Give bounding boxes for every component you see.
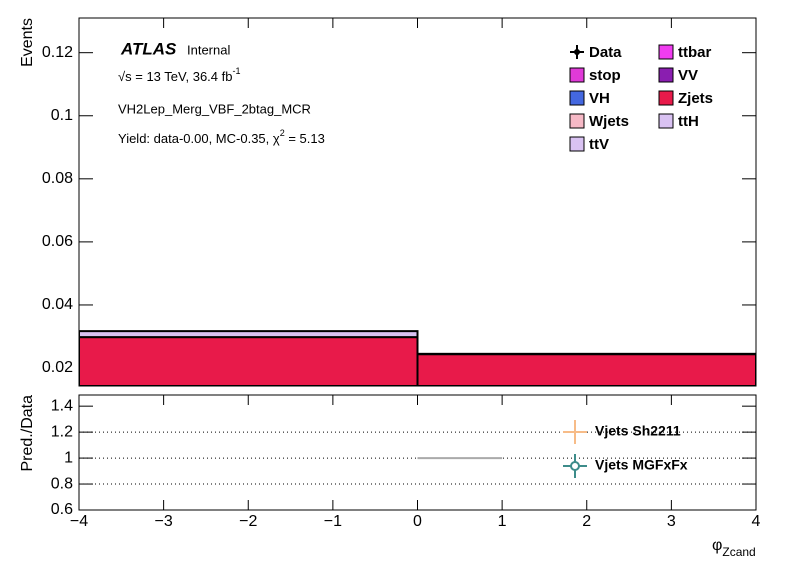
yield-sup: 2	[280, 128, 285, 138]
energy-label: √s = 13 TeV, 36.4 fb-1	[118, 66, 241, 84]
energy-sup: -1	[232, 66, 240, 76]
legend-label: VH	[589, 90, 610, 107]
status: Internal	[187, 42, 230, 57]
y-tick-label: 0.04	[42, 296, 73, 313]
y-tick-label: 0.02	[42, 359, 73, 376]
legend-swatch	[569, 90, 585, 106]
legend-label: VV	[678, 67, 698, 84]
legend-label: ttV	[589, 136, 609, 153]
y-axis-label: Events	[19, 18, 36, 67]
y-tick-label: 1	[64, 449, 73, 466]
yield-label: Yield: data-0.00, MC-0.35, χ2 = 5.13	[118, 128, 325, 146]
y-tick-label: 1.4	[51, 397, 73, 414]
legend-swatch	[569, 67, 585, 83]
y-tick-label: 0.06	[42, 233, 73, 250]
x-tick-label: −4	[70, 513, 88, 530]
y-tick-label: 0.08	[42, 170, 73, 187]
legend-swatch	[569, 113, 585, 129]
energy-text: √s = 13 TeV, 36.4 fb	[118, 69, 232, 84]
x-tick-label: −1	[324, 513, 342, 530]
legend-label: Zjets	[678, 90, 713, 107]
yield-tail: = 5.13	[285, 131, 325, 146]
y-tick-label: 1.2	[51, 423, 73, 440]
stack-bar	[416, 353, 756, 386]
frame	[78, 17, 757, 387]
legend-label: Vjets Sh2211	[595, 423, 681, 439]
x-label-text: φ	[712, 537, 722, 554]
x-tick-label: −3	[155, 513, 173, 530]
x-tick-label: 3	[667, 513, 676, 530]
legend-swatch	[658, 90, 674, 106]
legend-marker	[574, 49, 580, 55]
x-tick-label: 0	[413, 513, 422, 530]
legend-label: stop	[589, 67, 621, 84]
stack-bar	[79, 336, 419, 386]
legend-marker	[570, 461, 580, 471]
x-axis-label: φZcand	[712, 537, 756, 559]
x-tick-label: 1	[498, 513, 507, 530]
y-tick-label: 0.8	[51, 475, 73, 492]
frame	[78, 394, 757, 511]
plot-area	[79, 330, 756, 386]
x-tick-label: −2	[239, 513, 257, 530]
y-tick-label: 0.1	[51, 107, 73, 124]
legend-label: Wjets	[589, 113, 629, 130]
legend-swatch	[658, 44, 674, 60]
legend-label: Data	[589, 44, 622, 61]
legend-swatch	[658, 113, 674, 129]
x-tick-label: 2	[582, 513, 591, 530]
legend-swatch	[569, 136, 585, 152]
legend-label: ttH	[678, 113, 699, 130]
x-label-sub: Zcand	[722, 545, 755, 559]
region-label: VH2Lep_Merg_VBF_2btag_MCR	[118, 101, 311, 116]
legend-label: Vjets MGFxFx	[595, 457, 688, 473]
ratio-y-axis-label: Pred./Data	[19, 395, 36, 472]
y-tick-label: 0.12	[42, 44, 73, 61]
experiment: ATLAS	[120, 39, 177, 58]
legend-label: ttbar	[678, 44, 711, 61]
y-tick-label: 0.6	[51, 501, 73, 518]
yield-text: Yield: data-0.00, MC-0.35, χ	[118, 131, 280, 146]
legend-swatch	[658, 67, 674, 83]
stack-bar	[79, 330, 419, 339]
x-tick-label: 4	[752, 513, 761, 530]
